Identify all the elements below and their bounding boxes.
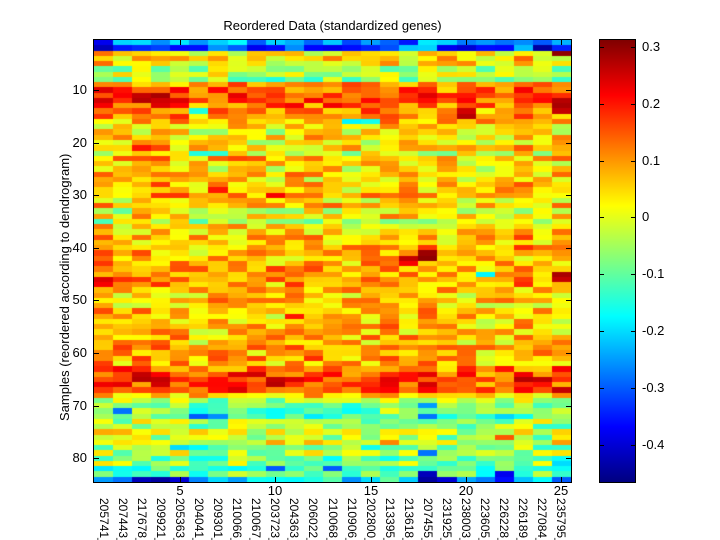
colorbar-tick-mark (600, 104, 604, 105)
colorbar-tick-mark (631, 331, 635, 332)
y-tick-mark (94, 195, 99, 196)
chart-title: Reordered Data (standardized genes) (223, 18, 442, 33)
heatmap-plot-area (93, 39, 572, 483)
heatmap-canvas (94, 40, 571, 482)
x-gene-label: 217678_ (135, 498, 149, 540)
x-tick-label: 20 (458, 483, 474, 498)
x-gene-label: 210066_ (230, 498, 244, 540)
x-gene-label: 210906_ (345, 498, 359, 540)
colorbar-tick-label: 0.3 (642, 39, 661, 54)
x-gene-label: 231925_ (440, 498, 454, 540)
y-tick-mark (566, 458, 571, 459)
x-tick-label: 15 (363, 483, 379, 498)
y-tick-label: 80 (72, 450, 87, 465)
x-gene-label: 202800_ (364, 498, 378, 540)
colorbar-tick-label: 0 (642, 209, 650, 224)
y-tick-mark (94, 90, 99, 91)
x-gene-label: 204363_ (287, 498, 301, 540)
colorbar-tick-mark (631, 47, 635, 48)
colorbar-tick-label: -0.3 (642, 380, 665, 395)
x-gene-label: 207455_ (421, 498, 435, 540)
x-gene-label: 206022_ (306, 498, 320, 540)
colorbar-tick-mark (600, 161, 604, 162)
x-gene-label: 209301_ (211, 498, 225, 540)
x-tick-mark (371, 477, 372, 482)
y-tick-mark (94, 353, 99, 354)
colorbar-tick-mark (600, 445, 604, 446)
x-gene-label: 226228_ (497, 498, 511, 540)
y-tick-label: 40 (72, 240, 87, 255)
x-gene-label: 204041_ (192, 498, 206, 540)
x-tick-label: 10 (267, 483, 283, 498)
x-gene-label: 213395_ (383, 498, 397, 540)
x-tick-mark (371, 40, 372, 45)
y-tick-mark (94, 143, 99, 144)
y-tick-mark (94, 248, 99, 249)
y-tick-mark (566, 143, 571, 144)
x-tick-mark (275, 40, 276, 45)
colorbar-tick-mark (600, 217, 604, 218)
x-gene-label: 203723_ (268, 498, 282, 540)
colorbar-tick-label: -0.2 (642, 323, 665, 338)
x-tick-mark (180, 477, 181, 482)
x-tick-mark (275, 477, 276, 482)
x-gene-label: 205363_ (173, 498, 187, 540)
y-tick-label: 30 (72, 187, 87, 202)
x-gene-label: 238003_ (459, 498, 473, 540)
colorbar-tick-label: -0.4 (642, 437, 665, 452)
colorbar-tick-label: 0.2 (642, 96, 661, 111)
x-tick-mark (466, 477, 467, 482)
x-gene-label: 207443_ (116, 498, 130, 540)
colorbar-tick-mark (631, 104, 635, 105)
x-gene-label: 235795_ (554, 498, 568, 540)
x-gene-label: 226189_ (516, 498, 530, 540)
x-gene-label: 227084_ (535, 498, 549, 540)
x-tick-mark (561, 40, 562, 45)
x-gene-label: 210067_ (249, 498, 263, 540)
y-tick-mark (566, 195, 571, 196)
y-tick-mark (566, 90, 571, 91)
colorbar-tick-mark (600, 274, 604, 275)
y-tick-label: 60 (72, 345, 87, 360)
colorbar-tick-mark (600, 388, 604, 389)
x-tick-label: 5 (176, 483, 184, 498)
colorbar (599, 39, 636, 483)
y-tick-label: 50 (72, 292, 87, 307)
colorbar-tick-label: 0.1 (642, 153, 661, 168)
colorbar-tick-mark (631, 274, 635, 275)
x-tick-mark (561, 477, 562, 482)
x-gene-label: 209921_ (154, 498, 168, 540)
y-tick-label: 70 (72, 398, 87, 413)
y-tick-label: 10 (72, 82, 87, 97)
x-gene-label: 205741_ (97, 498, 111, 540)
colorbar-tick-mark (600, 47, 604, 48)
colorbar-tick-mark (631, 388, 635, 389)
y-tick-mark (566, 353, 571, 354)
x-gene-label: 213618_ (402, 498, 416, 540)
y-tick-mark (566, 248, 571, 249)
y-tick-mark (566, 406, 571, 407)
colorbar-tick-mark (631, 161, 635, 162)
colorbar-tick-label: -0.1 (642, 266, 665, 281)
y-tick-mark (566, 300, 571, 301)
y-tick-mark (94, 300, 99, 301)
x-gene-label: 210068_ (326, 498, 340, 540)
y-tick-label: 20 (72, 135, 87, 150)
colorbar-tick-mark (600, 331, 604, 332)
y-tick-mark (94, 458, 99, 459)
x-tick-label: 25 (553, 483, 569, 498)
colorbar-tick-mark (631, 217, 635, 218)
y-tick-mark (94, 406, 99, 407)
x-tick-mark (180, 40, 181, 45)
x-tick-mark (466, 40, 467, 45)
colorbar-tick-mark (631, 445, 635, 446)
x-gene-label: 223605_ (478, 498, 492, 540)
